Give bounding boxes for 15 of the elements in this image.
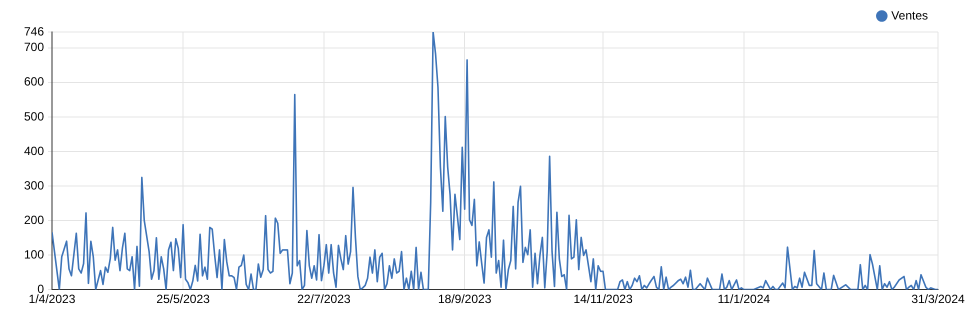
y-tick-label: 300: [24, 178, 44, 192]
x-tick-label: 14/11/2023: [573, 292, 633, 306]
y-tick-label: 400: [24, 144, 44, 158]
x-tick-label: 18/9/2023: [438, 292, 492, 306]
y-tick-label: 746: [24, 24, 44, 38]
x-tick-label: 25/5/2023: [156, 292, 210, 306]
x-tick-label: 31/3/2024: [911, 292, 966, 306]
y-tick-label: 700: [24, 40, 44, 54]
y-tick-label: 200: [24, 212, 44, 227]
y-tick-label: 600: [24, 74, 44, 89]
y-tick-label: 500: [24, 109, 44, 124]
x-tick-label: 22/7/2023: [297, 292, 351, 306]
legend-label: Ventes: [891, 8, 928, 22]
x-tick-label: 11/1/2024: [718, 292, 770, 306]
y-tick-label: 100: [24, 247, 44, 262]
